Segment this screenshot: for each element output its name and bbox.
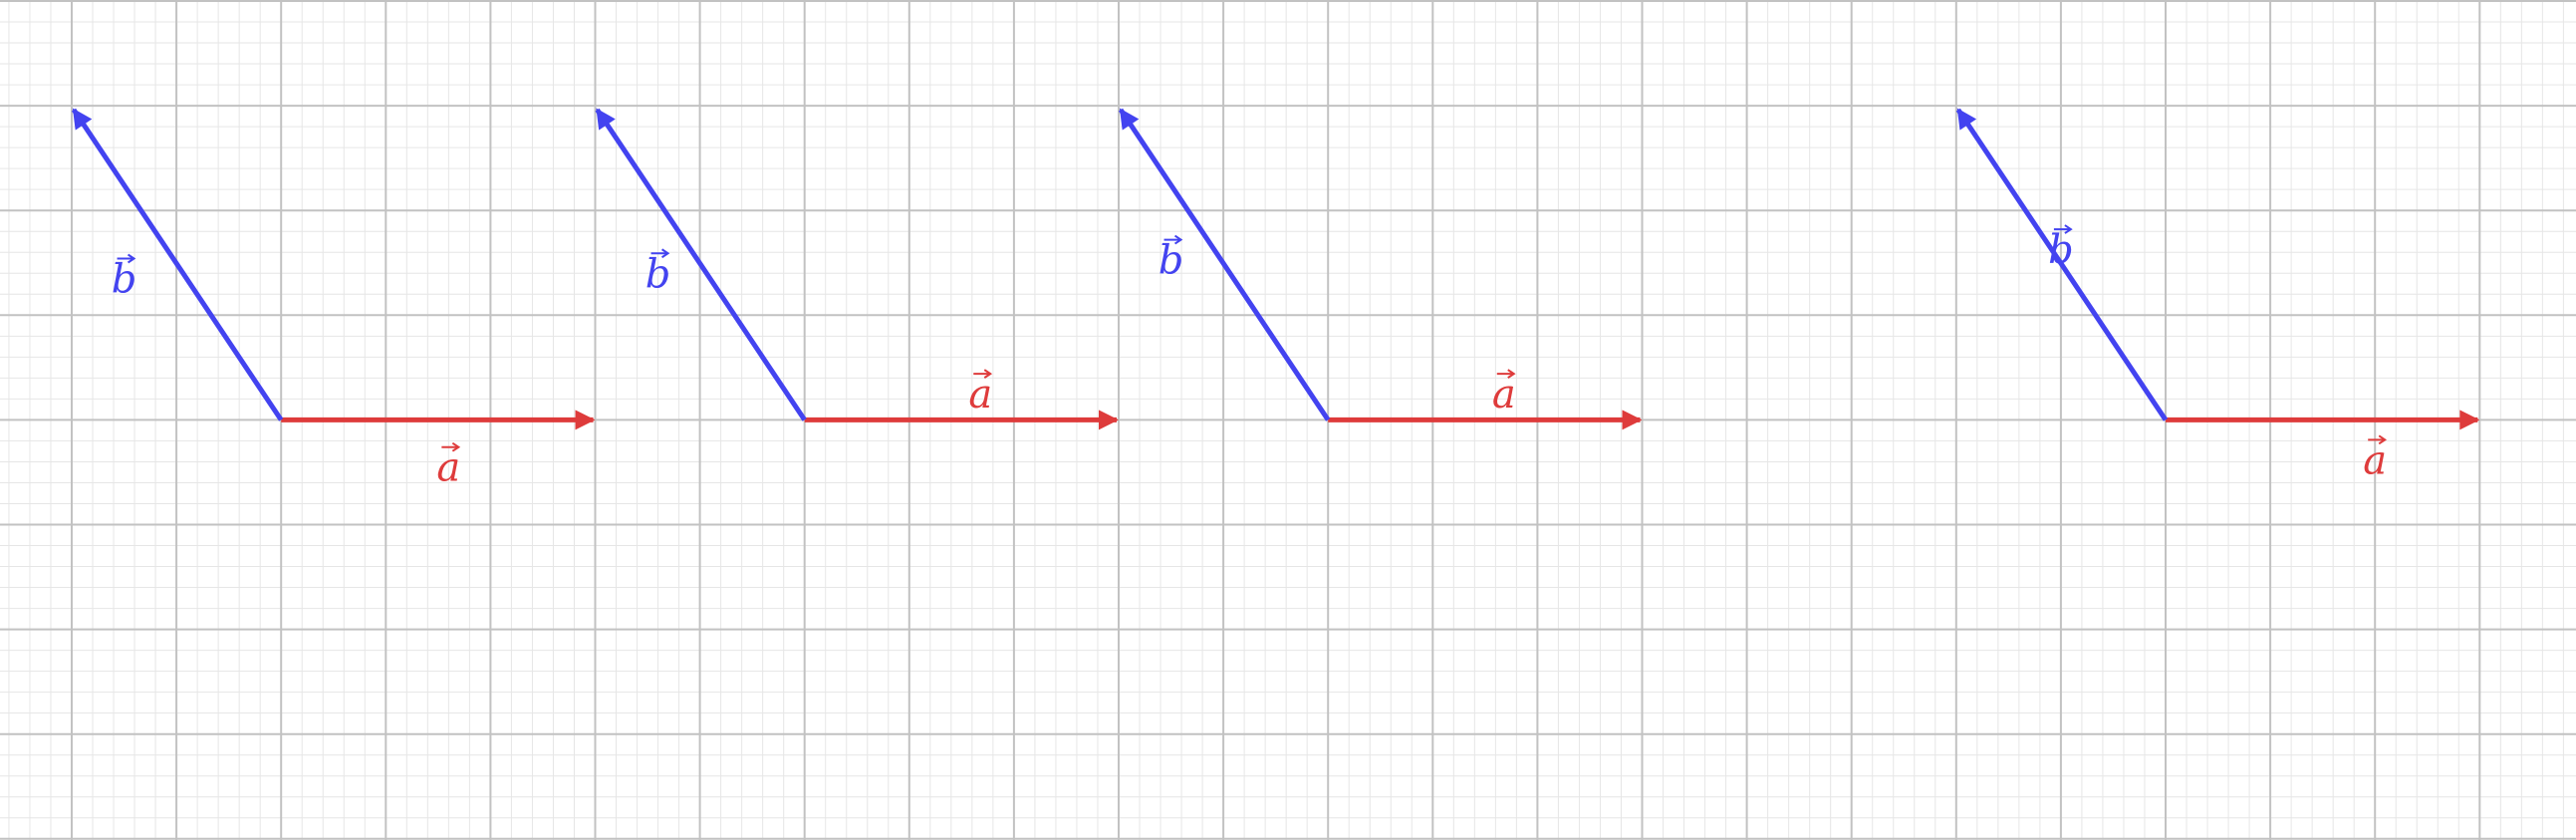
- vector-b-arrow: [1118, 108, 1331, 421]
- vector-b-label-arrow-accent: [661, 248, 670, 259]
- vector-a-label: a: [2363, 437, 2387, 483]
- vector-a-label-arrow-accent: [451, 441, 461, 452]
- vector-a-label: a: [1492, 372, 1516, 418]
- vectors: [71, 108, 2480, 430]
- vector-a-label: a: [968, 372, 992, 418]
- vector-b-label-arrow-accent: [127, 253, 136, 264]
- vector-b-label: b: [1159, 238, 1184, 284]
- vector-b-label-arrow-accent: [2064, 224, 2073, 234]
- vector-a-label: a: [436, 445, 460, 491]
- vector-b-label: b: [112, 257, 137, 303]
- vector-b-arrow: [71, 108, 284, 421]
- vector-a-label-arrow-accent: [983, 369, 993, 379]
- vector-b-arrow: [1955, 108, 2169, 421]
- vector-b-label: b: [2048, 227, 2074, 273]
- vector-b-label: b: [645, 251, 671, 297]
- vector-a-label-arrow-accent: [1507, 369, 1516, 379]
- vector-labels: a b a b a b a b: [112, 224, 2388, 491]
- vector-b-arrow: [595, 108, 807, 421]
- vector-b-label-arrow-accent: [1173, 234, 1183, 245]
- vector-a-label-arrow-accent: [2378, 434, 2388, 445]
